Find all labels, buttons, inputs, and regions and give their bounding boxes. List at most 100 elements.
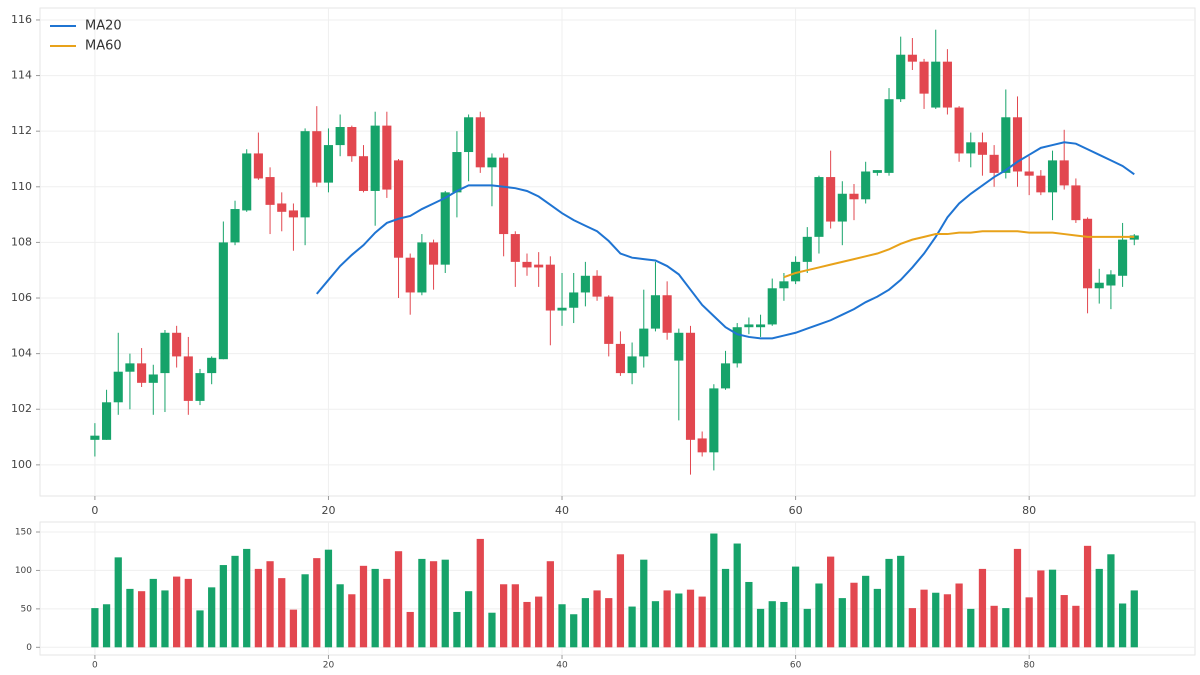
candle-body	[253, 153, 263, 179]
candle-body	[1036, 175, 1046, 193]
candle-body	[849, 193, 859, 200]
volume-bar	[570, 614, 578, 648]
candle-body	[872, 170, 882, 173]
candle-body	[148, 374, 158, 383]
candle-body	[1001, 117, 1011, 173]
candle-body	[627, 356, 637, 374]
volume-bar	[1072, 605, 1080, 648]
candle-body	[1094, 282, 1104, 289]
volume-bar	[651, 601, 660, 648]
candle-body	[242, 153, 252, 211]
candle-body	[1024, 171, 1034, 176]
candle-body	[277, 203, 287, 212]
candle-body	[674, 332, 684, 361]
volume-bar	[91, 608, 99, 648]
volume-bar	[278, 578, 286, 648]
volume-bar	[605, 598, 613, 648]
candle-body	[685, 332, 696, 440]
volume-bar	[418, 558, 426, 648]
volume-bar	[429, 561, 438, 648]
candle-body	[417, 242, 427, 293]
candle-body	[814, 177, 824, 237]
candle-body	[919, 61, 929, 94]
candle-body	[265, 177, 275, 205]
candle-body	[113, 371, 123, 403]
candle-body	[393, 160, 404, 258]
volume-bar	[616, 554, 625, 648]
candle-body	[534, 264, 544, 268]
volume-bar	[978, 568, 987, 648]
volume-bar	[511, 584, 519, 648]
candle-body	[592, 275, 602, 297]
candle-body	[837, 193, 847, 222]
x-tick-label: 40	[555, 504, 569, 517]
volume-bar	[371, 568, 379, 648]
volume-bar	[114, 557, 122, 648]
volume-bar	[675, 593, 683, 648]
candle-body	[966, 142, 976, 154]
volume-bar	[768, 601, 776, 648]
x-tick-label: 60	[790, 661, 802, 671]
plot-frame	[39, 7, 1196, 497]
candle-body	[1106, 274, 1116, 286]
ma-line	[316, 141, 1135, 340]
candle-body	[1083, 218, 1093, 289]
volume-bar	[231, 555, 239, 648]
volume-bar	[453, 611, 461, 648]
volume-bar	[955, 583, 963, 648]
volume-bar	[464, 591, 473, 648]
candle-body	[732, 327, 742, 364]
candle-body	[1059, 160, 1069, 186]
candle-body	[183, 356, 193, 401]
x-tick-label: 0	[91, 504, 98, 517]
volume-bar	[943, 594, 952, 648]
candle-body	[137, 363, 147, 383]
candle-body	[756, 324, 766, 328]
candle-body	[218, 242, 228, 360]
candle-body	[440, 192, 450, 265]
x-tick-label: 0	[92, 661, 98, 671]
volume-bar	[406, 611, 414, 648]
candle-body	[323, 145, 334, 183]
volume-bar	[850, 582, 858, 648]
volume-bar	[862, 575, 870, 648]
volume-bar	[394, 551, 403, 648]
volume-bar	[348, 594, 356, 648]
candle-body	[826, 177, 836, 222]
x-tick-label: 80	[1023, 661, 1035, 671]
volume-bar	[640, 559, 648, 648]
candle-body	[650, 295, 661, 329]
volume-bar	[161, 590, 169, 648]
candle-body	[977, 142, 988, 155]
candle-body	[931, 61, 941, 108]
volume-bar	[1002, 608, 1010, 648]
y-tick-label: 150	[15, 527, 32, 537]
volume-bar	[488, 612, 496, 648]
y-tick-label: 100	[11, 458, 32, 471]
candle-body	[475, 117, 485, 168]
x-tick-label: 20	[321, 504, 335, 517]
volume-bar	[441, 559, 449, 648]
volume-bar	[1095, 568, 1103, 648]
volume-bar	[663, 590, 671, 648]
volume-bar	[254, 568, 263, 648]
volume-bar	[1037, 570, 1045, 648]
volume-bar	[967, 608, 975, 648]
volume-bar	[920, 589, 928, 648]
candle-body	[207, 357, 217, 374]
candle-body	[639, 328, 649, 357]
candle-body	[744, 324, 754, 328]
candle-body	[1012, 117, 1023, 172]
candle-body	[172, 332, 182, 357]
volume-bar	[733, 543, 741, 648]
y-tick-label: 104	[11, 347, 32, 360]
candle-body	[1047, 160, 1058, 193]
volume-bar	[803, 608, 811, 648]
volume-bar	[686, 589, 695, 648]
candle-body	[580, 275, 590, 293]
volume-bar	[1060, 595, 1068, 648]
volume-bar	[243, 548, 251, 648]
volume-bar	[149, 578, 157, 648]
candle-body	[429, 242, 439, 265]
volume-bar	[558, 604, 566, 648]
